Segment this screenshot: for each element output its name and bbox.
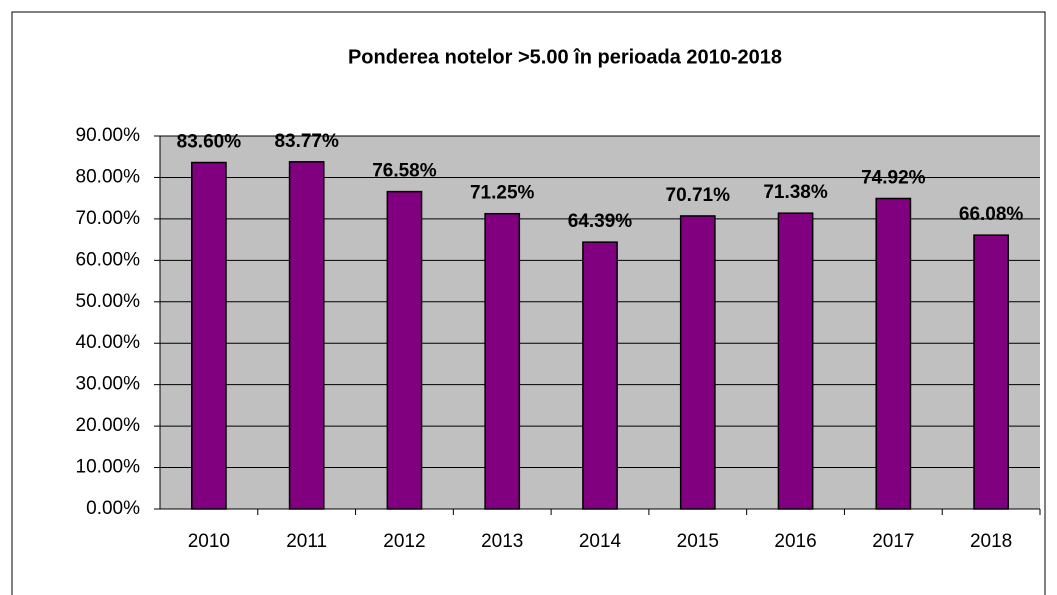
bar bbox=[288, 161, 325, 510]
data-label: 71.38% bbox=[763, 182, 828, 203]
x-tick-label: 2013 bbox=[481, 531, 523, 552]
x-tick-label: 2010 bbox=[188, 531, 230, 552]
x-tick-label: 2014 bbox=[579, 531, 622, 552]
bar bbox=[679, 215, 716, 510]
y-tick-label: 90.00% bbox=[76, 125, 141, 146]
data-label: 70.71% bbox=[666, 185, 731, 206]
chart-title: Ponderea notelor >5.00 în perioada 2010-… bbox=[348, 46, 782, 68]
bar bbox=[582, 241, 618, 510]
y-tick-label: 40.00% bbox=[76, 332, 141, 353]
y-tick-label: 20.00% bbox=[76, 415, 141, 436]
bar bbox=[191, 161, 227, 510]
data-label: 83.77% bbox=[274, 131, 339, 152]
x-tick-label: 2016 bbox=[774, 531, 816, 552]
data-label: 66.08% bbox=[959, 204, 1024, 225]
y-tick-label: 70.00% bbox=[76, 208, 141, 229]
bar bbox=[777, 212, 814, 510]
data-label: 76.58% bbox=[372, 161, 437, 182]
y-tick-label: 50.00% bbox=[76, 291, 141, 312]
x-tick-label: 2012 bbox=[383, 531, 425, 552]
data-label: 83.60% bbox=[177, 132, 242, 153]
y-tick-label: 80.00% bbox=[76, 166, 141, 187]
bar bbox=[875, 197, 912, 510]
x-tick-label: 2017 bbox=[872, 531, 914, 552]
data-label: 71.25% bbox=[470, 183, 535, 204]
x-tick-label: 2015 bbox=[677, 531, 719, 552]
y-tick-label: 10.00% bbox=[76, 457, 141, 478]
y-tick-label: 0.00% bbox=[86, 498, 140, 519]
data-label: 74.92% bbox=[861, 168, 926, 189]
data-label: 64.39% bbox=[568, 211, 633, 232]
y-tick-label: 30.00% bbox=[76, 374, 141, 395]
bar bbox=[973, 234, 1009, 510]
bar bbox=[484, 212, 521, 510]
y-tick-label: 60.00% bbox=[76, 249, 141, 270]
x-tick-label: 2011 bbox=[286, 531, 327, 552]
bar bbox=[386, 190, 423, 510]
x-tick-label: 2018 bbox=[970, 531, 1012, 552]
